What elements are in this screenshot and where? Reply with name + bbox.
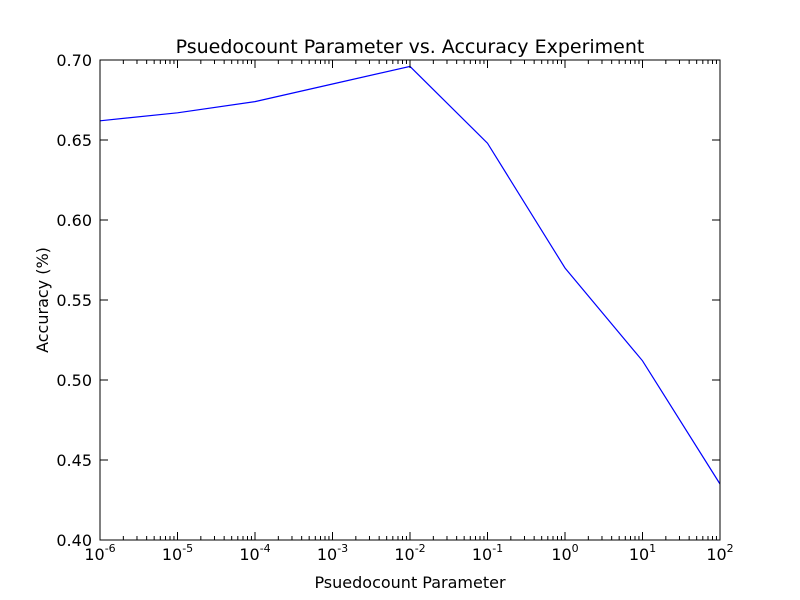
chart-title: Psuedocount Parameter vs. Accuracy Exper…: [176, 36, 645, 58]
x-tick-label: 10-1: [472, 542, 503, 564]
plot-area: 10-6 10-5 10-4 10-3 10-2 10-1 100 101 102 0.40 0.4…: [56, 51, 733, 564]
x-tick-label: 10-5: [162, 542, 193, 564]
x-tick-label: 101: [629, 542, 656, 564]
x-tick-label: 102: [706, 542, 733, 564]
y-tick-label: 0.50: [56, 371, 92, 390]
x-axis-label: Psuedocount Parameter: [314, 573, 506, 592]
x-tick-label: 100: [551, 542, 578, 564]
y-tick-label: 0.45: [56, 451, 92, 470]
x-tick-label: 10-6: [84, 542, 115, 564]
y-tick-label: 0.40: [56, 531, 92, 550]
series-line: [99, 65, 721, 485]
y-tick-label: 0.70: [56, 51, 92, 70]
plot-frame: [99, 59, 721, 541]
x-tick-label: 10-2: [394, 542, 425, 564]
x-tick-label: 10-4: [239, 542, 270, 564]
x-tick-label: 10-3: [317, 542, 348, 564]
y-tick-label: 0.60: [56, 211, 92, 230]
y-tick-label: 0.65: [56, 131, 92, 150]
y-axis-label: Accuracy (%): [33, 247, 52, 353]
y-tick-label: 0.55: [56, 291, 92, 310]
